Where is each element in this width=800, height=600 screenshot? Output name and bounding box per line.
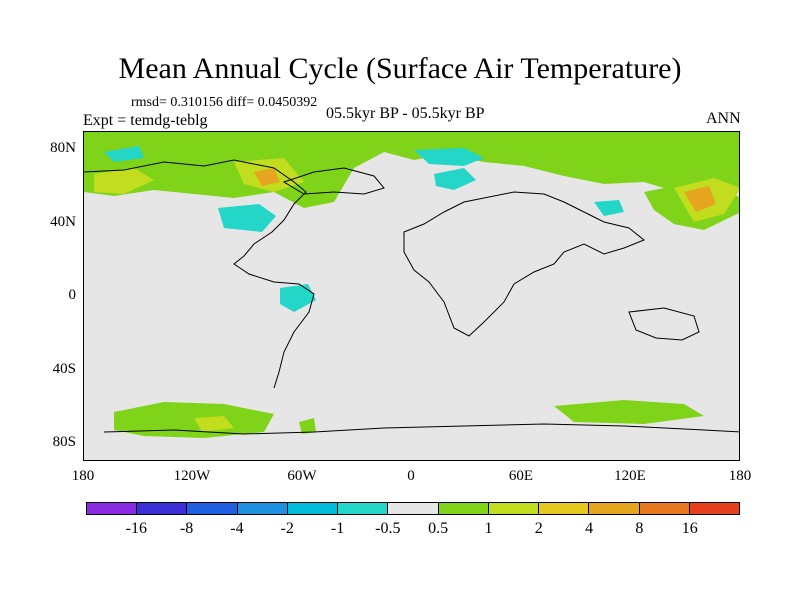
colorbar-box-11 (639, 503, 690, 514)
colorbar-box-2 (187, 503, 238, 514)
colorbar-box-3 (237, 503, 288, 514)
lat-label-40n: 40N (50, 214, 76, 230)
lat-label-80s: 80S (52, 434, 76, 450)
lon-label-120w: 120W (173, 468, 211, 484)
lon-label-0: 0 (407, 468, 415, 484)
lat-label-80n: 80N (50, 140, 76, 156)
colorbar-label: -4 (230, 520, 244, 537)
colorbar-label: 0.5 (428, 520, 449, 537)
lon-label-180w: 180 (71, 468, 95, 484)
colorbar-box-9 (539, 503, 590, 514)
colorbar-box-1 (137, 503, 188, 514)
colorbar-label: -0.5 (375, 520, 401, 537)
lon-label-60e: 60E (508, 468, 534, 484)
season-label: ANN (706, 110, 741, 127)
lon-label-180e: 180 (728, 468, 752, 484)
colorbar-box-7 (438, 503, 489, 514)
colorbar-label: -2 (280, 520, 294, 537)
colorbar-box-12 (689, 503, 740, 514)
colorbar-label: -16 (125, 520, 147, 537)
map-svg (84, 132, 739, 438)
period-label: 05.5kyr BP - 05.5kyr BP (326, 105, 485, 122)
lon-label-120e: 120E (614, 468, 646, 484)
colorbar-box-6 (388, 503, 439, 514)
colorbar-label: 2 (534, 520, 543, 537)
colorbar-label: 16 (681, 520, 698, 537)
cool-anomaly-regions (104, 146, 624, 312)
colorbar-box-8 (488, 503, 540, 514)
colorbar-box-0 (87, 503, 138, 514)
colorbar-label: 8 (635, 520, 644, 537)
colorbar-label: 1 (484, 520, 493, 537)
colorbar-label: 4 (585, 520, 594, 537)
lon-label-60w: 60W (287, 468, 317, 484)
temperature-anomaly-map (83, 131, 740, 461)
colorbar-label: -1 (330, 520, 345, 537)
rmsd-diff-stats: rmsd= 0.310156 diff= 0.0450392 (131, 95, 318, 110)
colorbar (86, 502, 740, 515)
warm-anomaly-regions (84, 132, 739, 438)
colorbar-label: -8 (179, 520, 194, 537)
experiment-label: Expt = temdg-teblg (83, 112, 208, 129)
colorbar-box-4 (287, 503, 339, 514)
colorbar-box-5 (338, 503, 389, 514)
coastlines (84, 159, 739, 435)
lat-label-0: 0 (68, 287, 77, 303)
colorbar-box-10 (589, 503, 640, 514)
plot-title: Mean Annual Cycle (Surface Air Temperatu… (118, 52, 682, 85)
lat-label-40s: 40S (52, 361, 76, 377)
